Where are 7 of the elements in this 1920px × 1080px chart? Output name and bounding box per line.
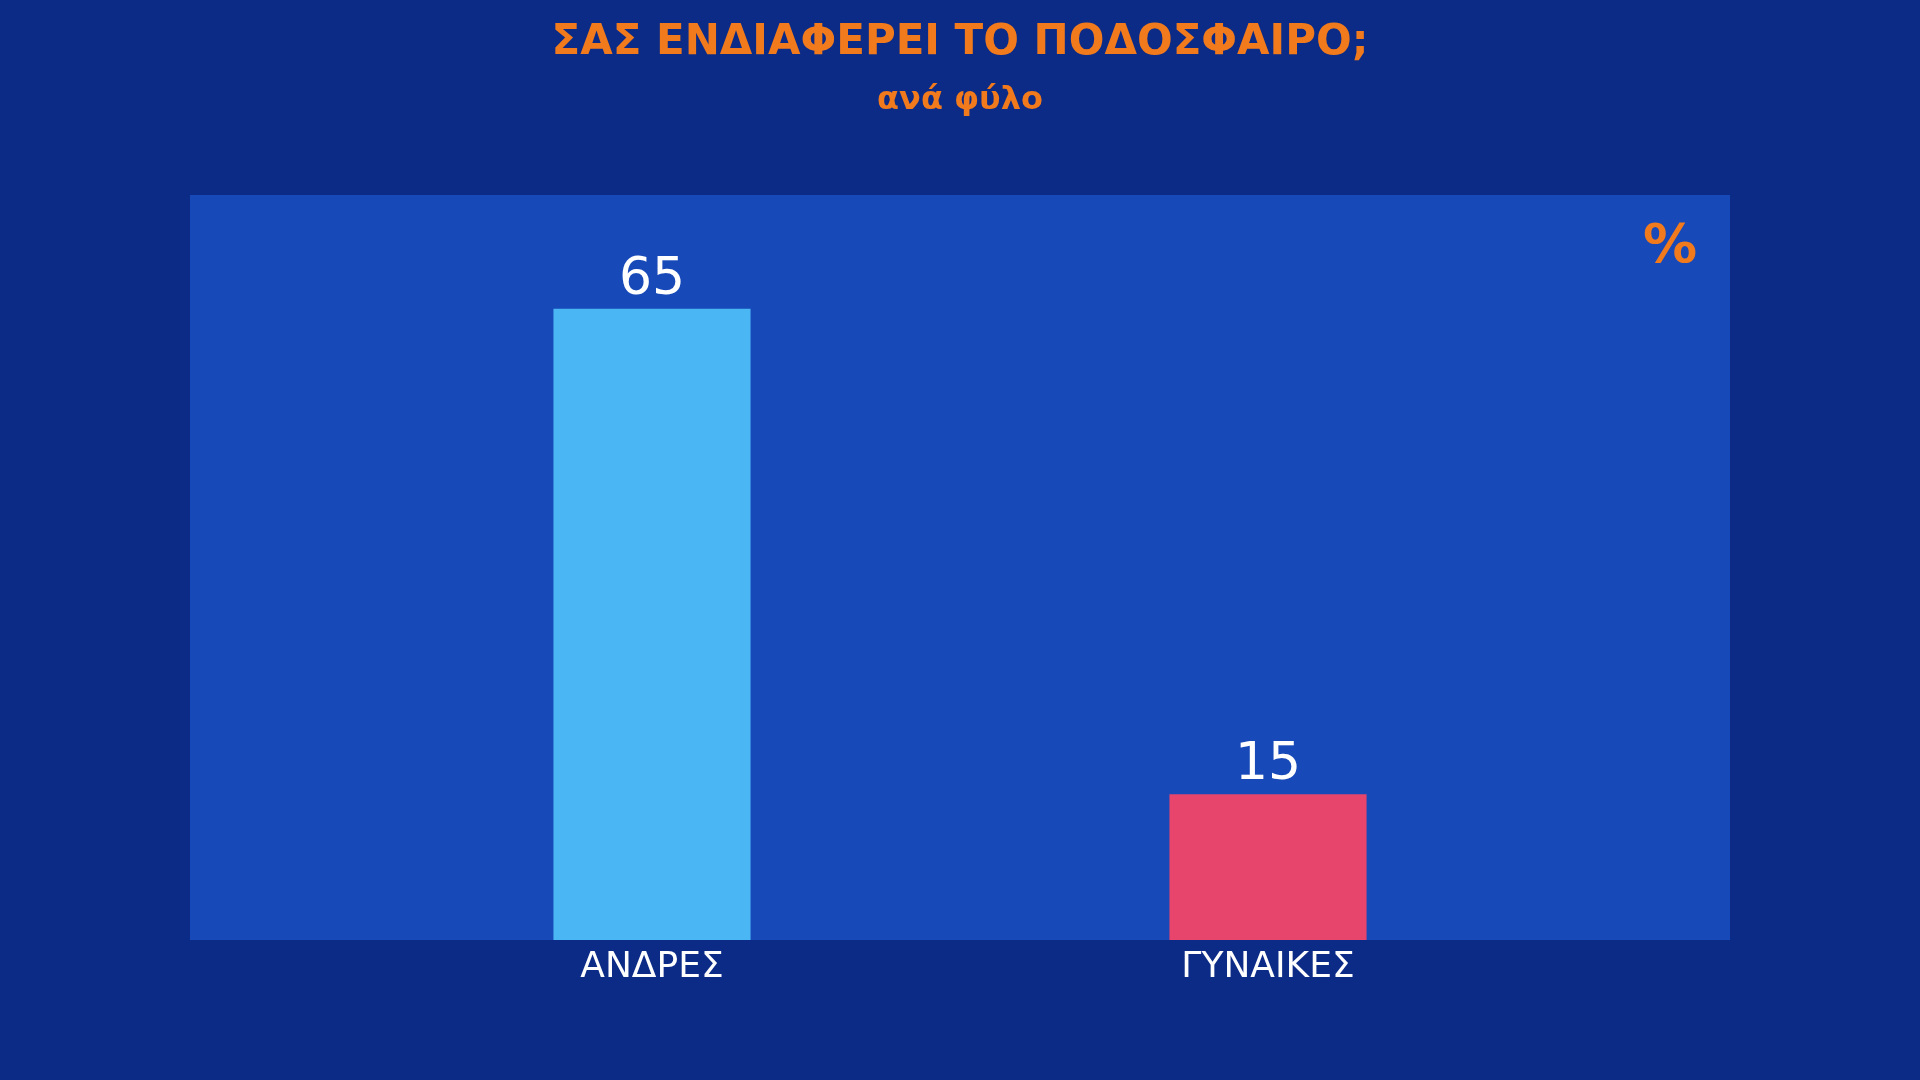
x-tick-label: ΑΝΔΡΕΣ	[580, 944, 724, 985]
data-label: 65	[618, 245, 686, 306]
text: %	[1643, 212, 1698, 275]
chart-subtitle: ανά φύλο	[877, 78, 1043, 117]
x-tick-label: ΓΥΝΑΙΚΕΣ	[1181, 944, 1355, 985]
data-label: 15	[1234, 731, 1302, 792]
chart-title: ΣΑΣ ΕΝΔΙΑΦΕΡΕΙ ΤΟ ΠΟΔΟΣΦΑΙΡΟ;	[551, 15, 1369, 64]
